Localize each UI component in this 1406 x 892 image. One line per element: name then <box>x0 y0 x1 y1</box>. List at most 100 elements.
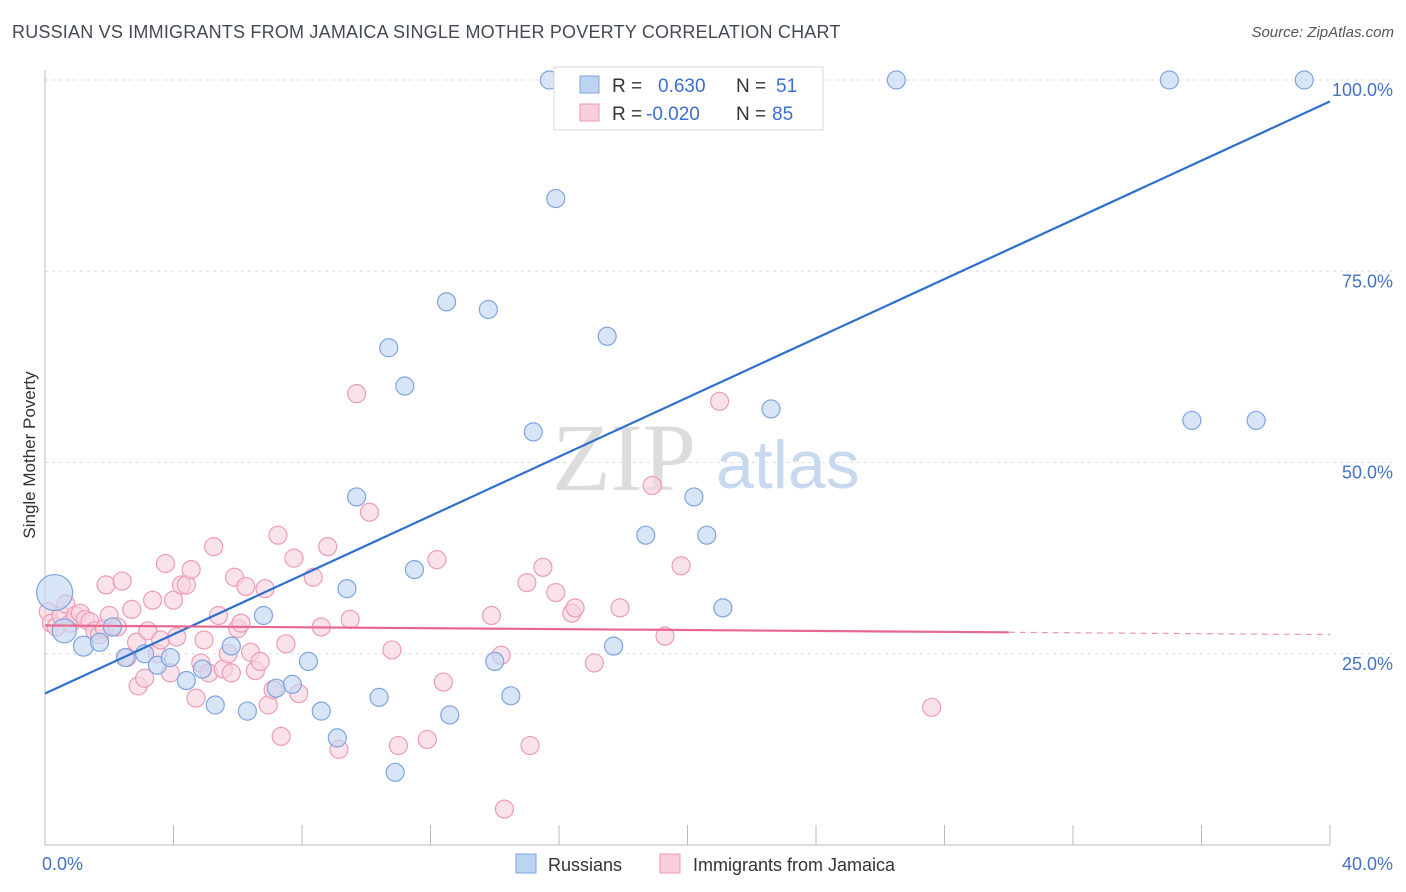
jamaica-point <box>517 573 537 593</box>
russian-point <box>440 705 460 725</box>
legend-r-value-1: 0.630 <box>658 76 706 97</box>
russian-point <box>886 70 906 90</box>
watermark-zip: ZIP <box>552 404 696 511</box>
jamaica-point <box>481 605 502 626</box>
jamaica-point <box>671 556 691 576</box>
jamaica-point <box>186 688 206 708</box>
legend-r-label-2: R = <box>612 104 642 125</box>
russian-point <box>311 701 331 721</box>
jamaica-point <box>284 548 304 568</box>
russian-point <box>604 636 624 656</box>
russian-point <box>501 686 521 706</box>
y-tick-label: 100.0% <box>1332 80 1393 100</box>
jamaica-point <box>181 559 201 580</box>
jamaica-points <box>38 384 942 819</box>
legend-top: R = 0.630 N = 51 R = -0.020 N = 85 <box>553 66 824 131</box>
jamaica-point <box>922 697 942 717</box>
russian-point <box>205 695 225 715</box>
jamaica-point <box>194 630 214 650</box>
legend-n-label-2: N = <box>736 104 766 125</box>
russian-point <box>282 674 302 694</box>
jamaica-point <box>250 651 270 672</box>
jamaica-point <box>359 502 380 522</box>
russian-point <box>369 687 389 707</box>
jamaica-point <box>494 799 514 819</box>
jamaica-point <box>276 634 296 654</box>
y-axis-label: Single Mother Poverty <box>20 371 39 539</box>
russian-point <box>51 618 77 644</box>
russian-point <box>221 636 241 656</box>
jamaica-trend-extension <box>1008 631 1331 636</box>
jamaica-point <box>565 598 585 618</box>
jamaica-point <box>642 475 662 496</box>
gridlines <box>45 79 1392 655</box>
x-tick-label-max: 40.0% <box>1342 854 1393 874</box>
legend-bottom: Russians Immigrants from Jamaica <box>515 853 896 875</box>
russian-point <box>1182 410 1202 431</box>
russian-point <box>36 573 74 612</box>
jamaica-point <box>96 575 116 595</box>
russian-point <box>684 487 704 507</box>
russian-point <box>523 422 543 442</box>
y-tick-labels: 25.0% 50.0% 75.0% 100.0% <box>1332 80 1393 674</box>
russian-point <box>379 338 399 358</box>
russian-point <box>72 635 95 657</box>
jamaica-point <box>584 653 604 673</box>
russian-trend-line <box>44 100 1331 695</box>
watermark-atlas: atlas <box>716 427 860 503</box>
russian-point <box>761 399 781 419</box>
jamaica-point <box>382 640 402 660</box>
x-tick-labels: 0.0% 40.0% <box>42 854 1393 874</box>
jamaica-point <box>655 626 675 646</box>
russian-point <box>253 605 274 626</box>
trend-lines <box>44 100 1331 695</box>
russian-point <box>1246 410 1266 431</box>
legend-n-value-1: 51 <box>776 76 797 97</box>
russian-point <box>478 299 498 320</box>
axes <box>44 70 1331 846</box>
russian-point <box>713 598 733 618</box>
russian-point <box>176 670 196 691</box>
legend-swatch-russians <box>579 75 600 94</box>
jamaica-point <box>347 384 367 404</box>
source-credit: Source: ZipAtlas.com <box>1251 24 1394 41</box>
russian-point <box>636 525 656 545</box>
jamaica-point <box>204 537 224 557</box>
russian-point <box>697 525 717 545</box>
legend-n-value-2: 85 <box>772 104 793 125</box>
jamaica-point <box>546 582 566 603</box>
y-tick-label: 75.0% <box>1342 271 1393 291</box>
bottom-legend-swatch-russians <box>515 853 537 874</box>
jamaica-point <box>122 599 142 619</box>
russian-point <box>237 701 257 721</box>
jamaica-point <box>710 391 730 411</box>
jamaica-point <box>268 525 288 545</box>
jamaica-point <box>427 550 447 570</box>
legend-r-label-1: R = <box>612 76 642 97</box>
russian-point <box>597 326 617 346</box>
jamaica-point <box>533 557 553 577</box>
jamaica-point <box>163 590 184 610</box>
jamaica-point <box>520 735 540 756</box>
russian-point <box>436 292 457 312</box>
jamaica-point <box>271 726 291 746</box>
jamaica-point <box>134 668 155 688</box>
jamaica-point <box>155 553 176 574</box>
jamaica-trend-line <box>44 624 1009 634</box>
jamaica-point <box>143 590 163 610</box>
russian-point <box>266 678 286 698</box>
russian-point <box>404 559 425 580</box>
jamaica-point <box>318 537 338 557</box>
russian-point <box>1159 70 1179 90</box>
bottom-legend-russians: Russians <box>548 855 622 875</box>
jamaica-point <box>236 576 256 597</box>
russian-point <box>90 632 110 652</box>
jamaica-point <box>433 672 453 692</box>
russian-point <box>298 651 319 672</box>
russian-point <box>485 651 505 672</box>
chart-title: RUSSIAN VS IMMIGRANTS FROM JAMAICA SINGL… <box>12 22 841 42</box>
jamaica-point <box>221 663 241 683</box>
russian-point <box>546 188 566 209</box>
y-tick-label: 50.0% <box>1342 463 1393 483</box>
russian-point <box>395 376 415 396</box>
